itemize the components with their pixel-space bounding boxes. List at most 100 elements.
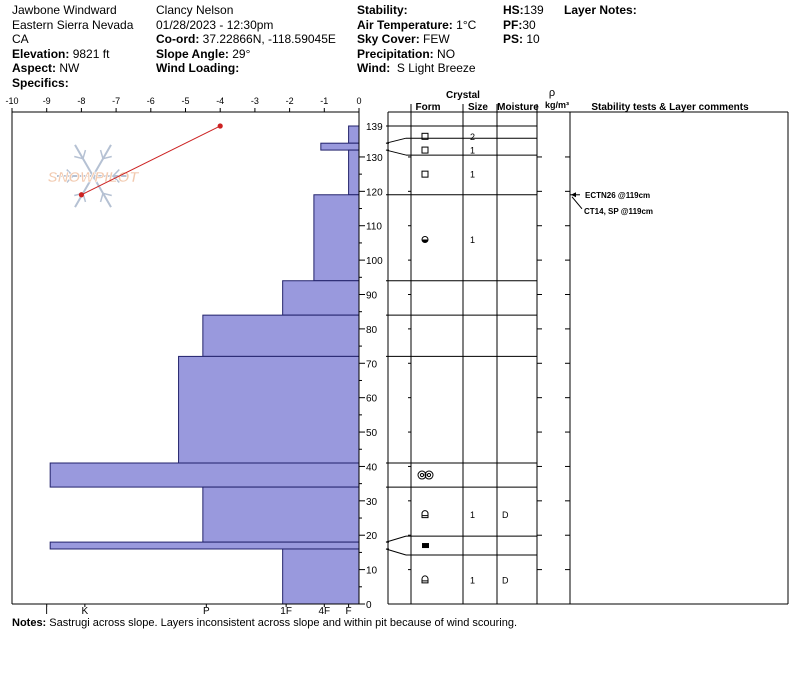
wind-row: Wind: S Light Breeze bbox=[357, 61, 476, 76]
height-tick-label: 60 bbox=[366, 394, 378, 405]
height-tick-label: 30 bbox=[366, 497, 378, 508]
height-tick-label: 0 bbox=[366, 600, 372, 611]
sky-row: Sky Cover: FEW bbox=[357, 32, 476, 47]
hardness-tick-label: I bbox=[45, 606, 48, 617]
header-stability-tests: Stability tests & Layer comments bbox=[591, 102, 749, 113]
crystal-size: 2 bbox=[470, 132, 475, 142]
temperature-point bbox=[78, 192, 84, 198]
notes-label: Notes: bbox=[12, 617, 47, 629]
height-tick-label: 40 bbox=[366, 462, 378, 473]
notes-row: Notes: Sastrugi across slope. Layers inc… bbox=[12, 617, 517, 629]
slope-value: 29° bbox=[232, 46, 251, 61]
wind-label: Wind: bbox=[357, 61, 391, 75]
temperature-tick-label: -4 bbox=[216, 96, 224, 106]
height-tick-label: 80 bbox=[366, 325, 378, 336]
snowflake-arm bbox=[92, 175, 112, 208]
hardness-bar bbox=[202, 486, 360, 543]
snowflake-branch bbox=[99, 193, 104, 203]
precip-row: Precipitation: NO bbox=[357, 47, 476, 62]
snowflake-branch bbox=[74, 155, 84, 160]
precip-label: Precipitation: bbox=[357, 46, 434, 61]
hardness-bar bbox=[178, 355, 360, 464]
hardness-bar bbox=[49, 462, 360, 488]
state: CA bbox=[12, 32, 29, 46]
hardness-tick-label: F bbox=[346, 606, 352, 617]
faceted-symbol-icon bbox=[421, 132, 429, 140]
air-temp-row: Air Temperature: 1°C bbox=[357, 18, 476, 33]
slope-label: Slope Angle: bbox=[156, 46, 229, 61]
height-tick-label: 100 bbox=[366, 256, 383, 267]
header-moisture: Moisture bbox=[497, 102, 539, 113]
layer-connector bbox=[385, 548, 407, 556]
header-observation-block: Clancy Nelson 01/28/2023 - 12:30pm Co-or… bbox=[156, 3, 336, 76]
slope-row: Slope Angle: 29° bbox=[156, 47, 336, 62]
faceted-square bbox=[421, 146, 429, 154]
crystal-size: 1 bbox=[470, 146, 475, 156]
observer-name: Clancy Nelson bbox=[156, 3, 234, 17]
hoar-ring bbox=[424, 470, 434, 480]
air-temp-value: 1°C bbox=[456, 17, 477, 32]
faceted-square bbox=[421, 132, 429, 140]
precip-value: NO bbox=[437, 46, 456, 61]
header-depth-block: HS:139 PF:30 PS: 10 bbox=[503, 3, 544, 47]
hardness-tick-label: 1F bbox=[280, 606, 292, 617]
header-size: Size bbox=[468, 102, 488, 113]
stability-label: Stability: bbox=[357, 3, 408, 17]
height-tick-label: 120 bbox=[366, 187, 383, 198]
hs-value: 139 bbox=[523, 3, 544, 17]
coord-row: Co-ord: 37.22866N, -118.59045E bbox=[156, 32, 336, 47]
hardness-bar bbox=[202, 314, 360, 357]
crystal-size: 1 bbox=[470, 235, 475, 245]
temperature-tick-label: 0 bbox=[356, 96, 361, 106]
snowflake-branch bbox=[82, 149, 87, 159]
hardness-bar bbox=[49, 541, 360, 550]
ice-block bbox=[422, 543, 429, 549]
hoar-ring bbox=[417, 470, 427, 480]
temperature-tick-label: -7 bbox=[112, 96, 120, 106]
pf-row: PF:30 bbox=[503, 18, 544, 33]
specifics-row: Specifics: bbox=[12, 76, 133, 91]
rounding-fill bbox=[422, 239, 428, 243]
sky-label: Sky Cover: bbox=[357, 32, 420, 46]
snowflake-arm bbox=[74, 144, 94, 177]
sky-value: FEW bbox=[423, 32, 450, 46]
stability-test-1: ECTN26 @119cm bbox=[585, 191, 650, 200]
surface-hoar-symbol-icon bbox=[417, 470, 434, 480]
height-tick-label: 70 bbox=[366, 359, 378, 370]
crystal-size: 1 bbox=[470, 575, 475, 585]
crystal-size: 1 bbox=[470, 170, 475, 180]
elevation-value: 9821 ft bbox=[72, 46, 110, 61]
temperature-profile-line bbox=[81, 125, 221, 196]
faceted-square bbox=[421, 170, 429, 178]
rounding-faceted-symbol-icon bbox=[421, 235, 429, 243]
snowflake-branch bbox=[112, 175, 120, 183]
snowflake-branch bbox=[112, 169, 120, 177]
snowflake-branch bbox=[99, 149, 104, 159]
ps-label: PS: bbox=[503, 32, 524, 46]
hs-label: HS: bbox=[503, 3, 524, 17]
stability-test-2: CT14, SP @119cm bbox=[584, 207, 653, 216]
hardness-tick-label: K bbox=[82, 606, 89, 617]
stability-arrow-line-2 bbox=[571, 196, 583, 210]
layer-connector bbox=[385, 137, 407, 144]
hardness-bar bbox=[282, 548, 360, 605]
height-tick-label: 130 bbox=[366, 153, 383, 164]
wind-loading-row: Wind Loading: bbox=[156, 61, 336, 76]
notes-text: Sastrugi across slope. Layers inconsiste… bbox=[49, 617, 518, 629]
temperature-tick-label: -5 bbox=[181, 96, 189, 106]
header-crystal: Crystal bbox=[446, 90, 480, 101]
hardness-bar bbox=[320, 142, 360, 151]
snowflake-branch bbox=[66, 175, 74, 183]
height-tick-label: 20 bbox=[366, 531, 378, 542]
hardness-bar bbox=[348, 125, 360, 144]
height-tick-label: 110 bbox=[366, 222, 382, 233]
header-conditions-block: Stability: Air Temperature: 1°C Sky Cove… bbox=[357, 3, 476, 76]
hardness-tick-label: 4F bbox=[318, 606, 330, 617]
layer-notes-label: Layer Notes: bbox=[564, 3, 637, 17]
depth-hoar-shape bbox=[421, 575, 429, 584]
watermark-text: SNOWPILOT bbox=[48, 169, 141, 186]
hardness-bar bbox=[348, 149, 360, 196]
crystal-size: 1 bbox=[470, 510, 475, 520]
header-layer-notes: Layer Notes: bbox=[564, 3, 637, 18]
observation-datetime: 01/28/2023 - 12:30pm bbox=[156, 17, 274, 32]
